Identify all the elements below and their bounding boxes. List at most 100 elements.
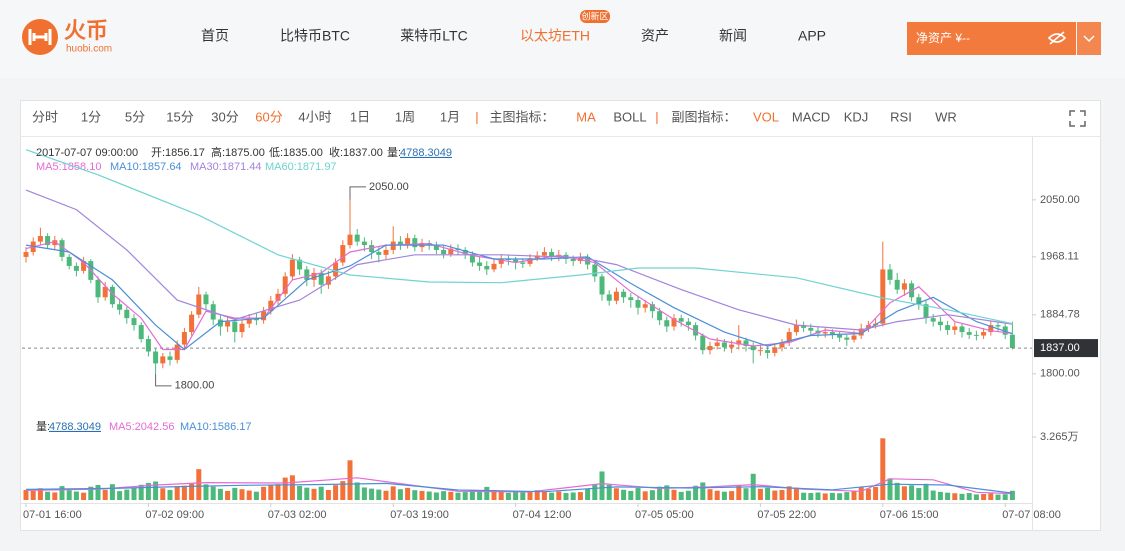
volume-bar: [923, 483, 929, 500]
sub-indicator[interactable]: RSI: [890, 109, 912, 124]
candle-body: [801, 325, 807, 328]
volume-bar: [167, 489, 173, 500]
volume-bar: [340, 481, 346, 500]
candle-body: [333, 262, 339, 277]
candle-body: [779, 342, 785, 348]
volume-bar: [671, 489, 677, 500]
last-price-label: 1837.00: [1040, 342, 1080, 354]
volume-bar: [952, 493, 958, 500]
period-tab[interactable]: 60分: [255, 109, 282, 124]
volume-bar: [448, 491, 454, 500]
volume-bar: [369, 488, 375, 500]
volume-bar: [232, 487, 238, 500]
ohlc-info: 4788.3049: [400, 147, 452, 159]
candle-body: [383, 249, 389, 255]
candle-body: [138, 325, 144, 340]
candle-body: [397, 241, 403, 246]
volume-bar: [685, 490, 691, 500]
chevron-icon: [1083, 35, 1095, 43]
sub-indicator[interactable]: MACD: [792, 109, 830, 124]
candle-body: [678, 318, 684, 322]
volume-bar: [498, 491, 504, 500]
period-tab[interactable]: 5分: [125, 109, 145, 124]
logo-glyph: [28, 29, 52, 45]
candle-body: [930, 318, 936, 322]
main-indicator[interactable]: MA: [576, 109, 596, 124]
nav-item[interactable]: 首页: [201, 28, 229, 44]
nav-item[interactable]: 新闻: [719, 28, 747, 44]
nav-item[interactable]: APP: [798, 28, 826, 44]
candle-body: [484, 265, 490, 270]
candle-body: [181, 332, 187, 345]
assets-button[interactable]: [907, 22, 1076, 55]
period-tab[interactable]: 15分: [166, 109, 193, 124]
volume-bar: [88, 486, 94, 500]
volume-bar: [973, 494, 979, 500]
period-tab[interactable]: 4小时: [298, 109, 331, 124]
volume-bar: [657, 486, 663, 500]
x-tick-label: 07-05 22:00: [757, 509, 816, 521]
candle-body: [289, 259, 295, 277]
nav-item[interactable]: 莱特币LTC: [400, 28, 467, 44]
candle-body: [282, 276, 288, 294]
candle-body: [131, 318, 137, 326]
badge: 创新区: [581, 10, 608, 21]
main-indicator[interactable]: BOLL: [613, 109, 646, 124]
period-tab[interactable]: 1周: [395, 109, 415, 124]
volume-bar: [462, 492, 468, 500]
candle-body: [441, 249, 447, 255]
ohlc-info: 开:1856.17: [151, 147, 205, 159]
volume-bar: [570, 492, 576, 500]
candle-body: [729, 344, 735, 348]
nav-item[interactable]: 资产: [641, 28, 669, 44]
period-tab[interactable]: 分时: [32, 109, 58, 124]
sub-indicator-label: 副图指标：: [671, 109, 736, 124]
period-tab[interactable]: 1分: [81, 109, 101, 124]
separator: |: [655, 109, 658, 124]
volume-bar: [966, 493, 972, 500]
candle-body: [59, 240, 65, 257]
candle-body: [1009, 334, 1015, 349]
candle-body: [613, 291, 619, 301]
volume-bar: [376, 489, 382, 500]
eye-icon[interactable]: [1047, 31, 1067, 45]
volume-bar: [419, 490, 425, 500]
volume-bar: [757, 488, 763, 500]
volume-bar: [297, 485, 303, 500]
candle-body: [916, 297, 922, 305]
nav-item[interactable]: 以太坊ETH: [520, 28, 590, 44]
period-tab[interactable]: 30分: [211, 109, 238, 124]
x-tick-label: 07-05 05:00: [635, 509, 694, 521]
ohlc-info: 2017-07-07 09:00:00: [36, 147, 138, 159]
period-tab[interactable]: 1日: [350, 109, 370, 124]
period-tab[interactable]: 1月: [440, 109, 460, 124]
chart-panel: [20, 100, 1101, 531]
volume-bar: [210, 486, 216, 500]
sub-indicator[interactable]: VOL: [753, 109, 779, 124]
volume-bar: [73, 491, 79, 500]
volume-bar: [441, 491, 447, 500]
volume-bar: [721, 491, 727, 500]
assets-dropdown[interactable]: [1077, 22, 1101, 55]
volume-bar: [635, 488, 641, 500]
volume-bar: [534, 490, 540, 500]
volume-bar: [887, 478, 893, 500]
logo-sub: huobi.com: [66, 44, 112, 55]
sub-indicator[interactable]: WR: [935, 109, 957, 124]
candle-body: [174, 344, 180, 360]
fullscreen-icon[interactable]: [1069, 110, 1086, 127]
candle-body: [570, 258, 576, 262]
volume-bar: [217, 488, 223, 500]
volume-bar: [181, 485, 187, 500]
volume-bar: [491, 489, 497, 500]
nav-item[interactable]: 比特币BTC: [280, 28, 350, 44]
candle-body: [275, 293, 281, 301]
volume-bar: [700, 482, 706, 500]
volume-bar: [253, 491, 259, 500]
sub-indicator[interactable]: KDJ: [844, 109, 869, 124]
volume-bar: [124, 489, 130, 500]
volume-bar: [577, 492, 583, 500]
logo-text[interactable]: 火币: [64, 18, 108, 43]
candle-body: [937, 321, 943, 326]
volume-bar: [45, 491, 51, 500]
